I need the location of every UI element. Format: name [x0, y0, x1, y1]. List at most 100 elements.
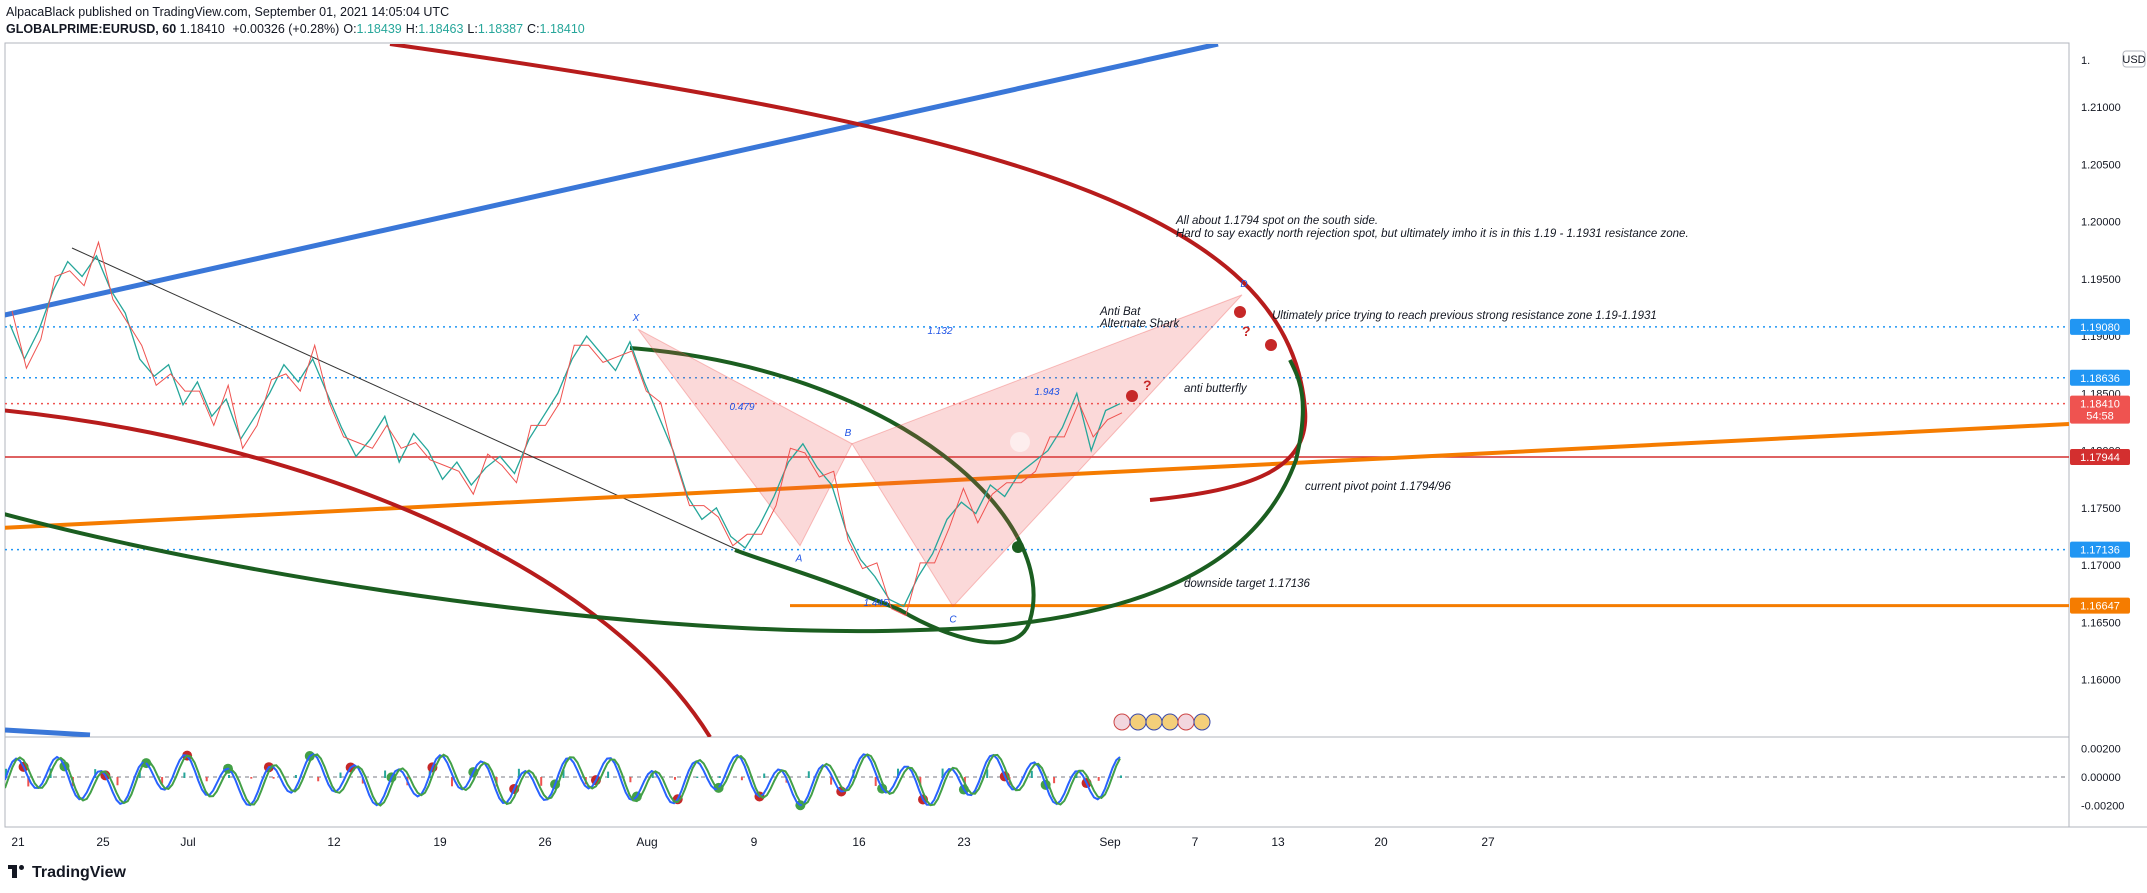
y-tick-label: 1.21000	[2081, 102, 2121, 114]
osc-histogram-bar	[763, 773, 766, 778]
event-flag-icon[interactable]	[1113, 713, 1131, 731]
osc-histogram-bar	[874, 777, 877, 786]
annotation-text: downside target 1.17136	[1184, 578, 1311, 590]
marker-target	[1126, 390, 1138, 402]
osc-histogram-bar	[629, 777, 632, 783]
osc-histogram-bar	[986, 769, 989, 778]
x-tick-label: 23	[957, 835, 971, 849]
event-icon[interactable]	[1193, 713, 1211, 731]
annotation-text: Anti Bat	[1099, 306, 1141, 318]
osc-histogram-bar	[116, 777, 119, 786]
open-value: 1.18439	[356, 22, 402, 36]
osc-histogram-bar	[919, 777, 922, 787]
osc-histogram-bar	[1053, 777, 1056, 784]
price-label-box	[2070, 369, 2130, 386]
green-ellipse	[629, 346, 1036, 645]
annotation-text: Hard to say exactly north rejection spot…	[1176, 228, 1689, 240]
annotation-text: anti butterfly	[1184, 383, 1248, 395]
last-price: 1.18410	[179, 22, 225, 36]
osc-histogram-bar	[94, 769, 97, 778]
x-tick-label: 21	[11, 835, 25, 849]
y-tick-label: 1.16000	[2081, 675, 2121, 687]
price-label-box	[2070, 541, 2130, 558]
x-tick-label: 13	[1271, 835, 1285, 849]
x-tick-label: Jul	[180, 835, 195, 849]
harmonic-point-label: A	[795, 554, 803, 565]
osc-histogram-bar	[250, 777, 253, 779]
x-tick-label: 16	[852, 835, 866, 849]
price-label-text: 1.16647	[2080, 601, 2120, 613]
open-label: O:	[343, 22, 357, 36]
osc-main-line	[5, 753, 1121, 807]
x-tick-label: 25	[96, 835, 110, 849]
price-series-line	[9, 254, 1121, 608]
close-label: C:	[527, 22, 540, 36]
x-tick-label: 7	[1192, 835, 1199, 849]
osc-histogram-bar	[161, 777, 164, 784]
event-icon[interactable]	[1161, 713, 1179, 731]
osc-histogram-bar	[696, 776, 699, 778]
pattern-center-dot	[1010, 432, 1030, 452]
x-tick-label: 26	[538, 835, 552, 849]
annotation-text: Alternate Shark	[1099, 318, 1181, 330]
y-tick-label: 1.17000	[2081, 560, 2121, 572]
x-tick-label: 19	[433, 835, 447, 849]
x-tick-label: 20	[1374, 835, 1388, 849]
annotation-text: Ultimately price trying to reach previou…	[1272, 310, 1657, 322]
osc-histogram-bar	[562, 769, 565, 778]
close-value: 1.18410	[539, 22, 585, 36]
red-arc-lower	[5, 408, 712, 737]
question-mark: ?	[1143, 377, 1152, 393]
osc-tick-label: -0.00200	[2081, 801, 2124, 813]
ohlc-line: GLOBALPRIME:EURUSD, 60 1.18410 +0.00326 …	[6, 21, 589, 38]
marker-d	[1234, 306, 1246, 318]
y-tick-label: 1.17500	[2081, 503, 2121, 515]
osc-histogram-bar	[607, 771, 610, 778]
osc-tick-label: 0.00000	[2081, 772, 2121, 784]
osc-histogram-bar	[718, 776, 721, 778]
event-icon[interactable]	[1177, 713, 1195, 731]
annotations: X A B C D 1.132 0.479 1.445 1.943 All about 1.179…	[632, 215, 1689, 625]
price-label-text: 1.18410	[2080, 399, 2120, 411]
ratio-label: 0.479	[729, 402, 754, 413]
economic-events[interactable]	[1113, 713, 1211, 731]
orange-trendline	[5, 422, 2069, 530]
y-tick-label: 1.20000	[2081, 217, 2121, 229]
osc-histogram-bar	[317, 777, 320, 782]
x-tick-label: Sep	[1099, 835, 1121, 849]
osc-histogram-bar	[897, 768, 899, 778]
osc-tick-label: 0.00200	[2081, 743, 2121, 755]
tradingview-logo-icon	[8, 865, 28, 878]
tradingview-logo[interactable]: TradingView	[8, 864, 126, 882]
x-tick-label: Aug	[636, 835, 657, 849]
osc-histogram-bar	[5, 768, 7, 778]
osc-histogram-bar	[674, 777, 676, 780]
event-icon[interactable]	[1145, 713, 1163, 731]
event-icon[interactable]	[1129, 713, 1147, 731]
x-tick-label: 27	[1481, 835, 1495, 849]
annotation-text: All about 1.1794 spot on the south side.	[1175, 215, 1378, 227]
low-label: L:	[467, 22, 478, 36]
currency-button[interactable]	[2122, 50, 2146, 68]
low-value: 1.18387	[477, 22, 524, 36]
main-pane[interactable]	[0, 44, 2069, 737]
osc-histogram-bar	[517, 768, 520, 778]
y-tick-label: 1.16500	[2081, 617, 2121, 629]
osc-histogram-bar	[339, 772, 342, 778]
change: +0.00326 (+0.28%)	[232, 22, 340, 36]
green-arc-outer	[5, 359, 1305, 634]
high-label: H:	[405, 22, 419, 36]
price-label-box	[2070, 449, 2130, 466]
osc-histogram-bar	[27, 777, 30, 787]
osc-histogram-bar	[294, 774, 297, 778]
y-tick-label: 1.19500	[2081, 274, 2121, 286]
oscillator-pane[interactable]	[5, 750, 2069, 811]
harmonic-point-label: C	[949, 614, 957, 625]
osc-histogram-bar	[205, 777, 208, 782]
chart-header: AlpacaBlack published on TradingView.com…	[6, 4, 589, 38]
symbol: GLOBALPRIME:EURUSD, 60	[6, 22, 177, 36]
price-label-box	[2070, 395, 2130, 424]
osc-histogram-bar	[941, 768, 944, 778]
osc-histogram-bar	[1120, 775, 1122, 778]
